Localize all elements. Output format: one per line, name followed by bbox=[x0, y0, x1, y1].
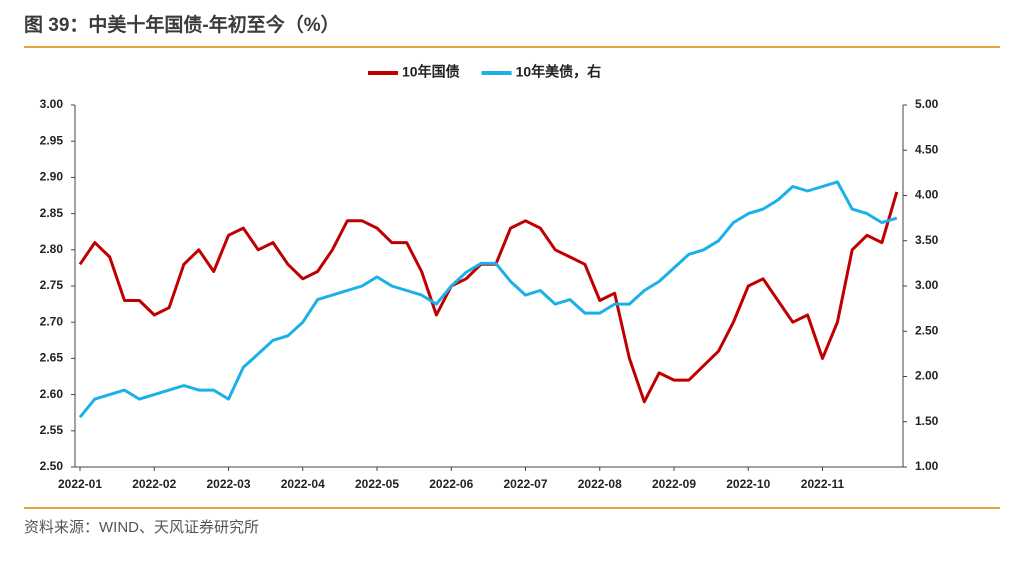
x-tick-label: 2022-06 bbox=[429, 477, 473, 491]
y2-tick-label: 4.50 bbox=[915, 142, 939, 156]
source: 资料来源：WIND、天风证券研究所 bbox=[24, 519, 259, 536]
x-tick-label: 2022-09 bbox=[652, 477, 696, 491]
y2-tick-label: 2.00 bbox=[915, 369, 939, 383]
y-tick-label: 3.00 bbox=[40, 97, 64, 111]
legend-label: 10年美债，右 bbox=[516, 64, 602, 80]
y2-tick-label: 2.50 bbox=[915, 323, 939, 337]
y-tick-label: 2.70 bbox=[40, 314, 64, 328]
y2-tick-label: 5.00 bbox=[915, 97, 939, 111]
y2-tick-label: 1.50 bbox=[915, 414, 939, 428]
series-line bbox=[78, 191, 899, 404]
x-tick-label: 2022-07 bbox=[503, 477, 547, 491]
x-tick-label: 2022-10 bbox=[726, 477, 770, 491]
x-tick-label: 2022-01 bbox=[58, 477, 102, 491]
y2-tick-label: 1.00 bbox=[915, 459, 939, 473]
chart-title: 图 39：中美十年国债-年初至今（%） bbox=[24, 13, 340, 36]
y-tick-label: 2.60 bbox=[40, 387, 64, 401]
series-line bbox=[78, 180, 898, 419]
x-tick-label: 2022-04 bbox=[281, 477, 325, 491]
y-tick-label: 2.90 bbox=[40, 170, 64, 184]
y-tick-label: 2.50 bbox=[40, 459, 64, 473]
legend-label: 10年国债 bbox=[402, 64, 460, 80]
x-tick-label: 2022-08 bbox=[578, 477, 622, 491]
y2-tick-label: 4.00 bbox=[915, 188, 939, 202]
x-tick-label: 2022-11 bbox=[801, 477, 845, 491]
y-tick-label: 2.55 bbox=[40, 423, 64, 437]
y2-tick-label: 3.00 bbox=[915, 278, 939, 292]
y-tick-label: 2.95 bbox=[40, 133, 64, 147]
y-tick-label: 2.80 bbox=[40, 242, 64, 256]
y-tick-label: 2.75 bbox=[40, 278, 64, 292]
y-tick-label: 2.85 bbox=[40, 206, 64, 220]
y-tick-label: 2.65 bbox=[40, 351, 64, 365]
y2-tick-label: 3.50 bbox=[915, 233, 939, 247]
x-tick-label: 2022-02 bbox=[132, 477, 176, 491]
x-tick-label: 2022-05 bbox=[355, 477, 399, 491]
x-tick-label: 2022-03 bbox=[206, 477, 250, 491]
